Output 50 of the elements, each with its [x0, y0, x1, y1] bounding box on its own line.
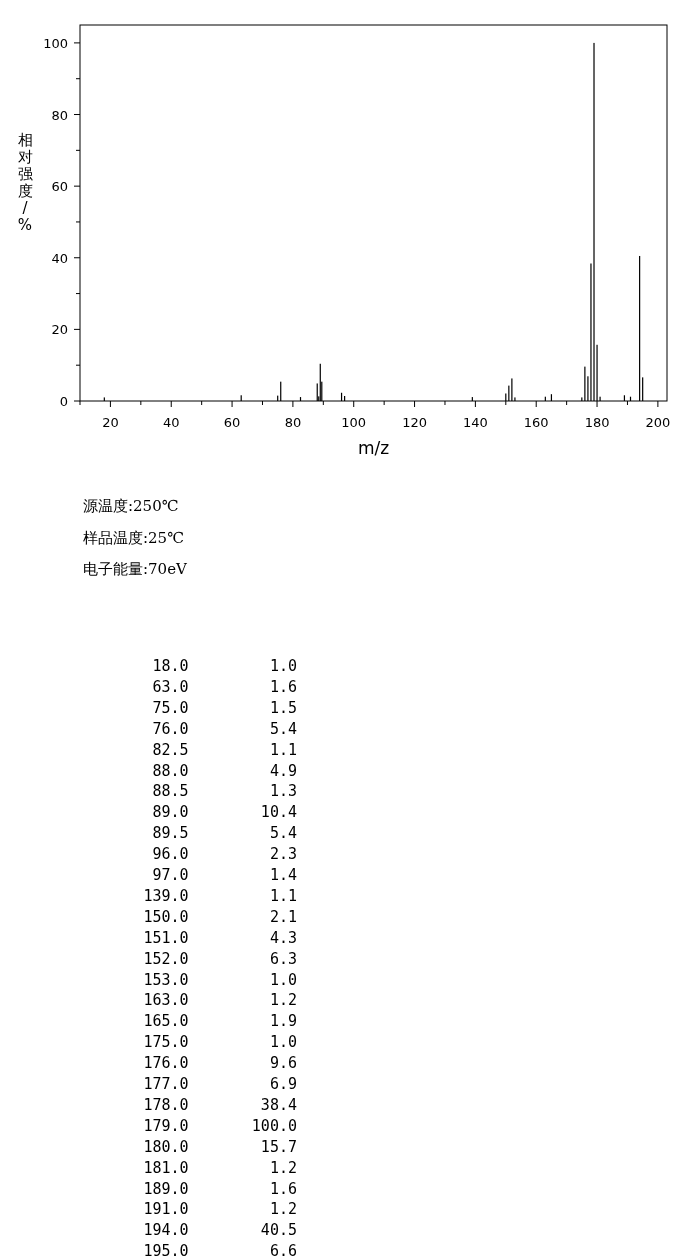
text: 63.0 1.6 — [152, 677, 297, 696]
text: 180.0 15.7 — [143, 1137, 297, 1156]
text: 176.0 9.6 — [143, 1054, 297, 1073]
text: 165.0 1.9 — [143, 1012, 297, 1031]
text: 76.0 5.4 — [152, 719, 297, 738]
y-tick-label: 40 — [51, 250, 68, 266]
text: 151.0 4.3 — [143, 928, 297, 947]
text: 189.0 1.6 — [143, 1179, 297, 1198]
text: 194.0 40.5 — [143, 1221, 297, 1240]
text: 97.0 1.4 — [152, 866, 297, 884]
text: 152.0 6.3 — [143, 949, 297, 968]
text: 175.0 1.0 — [143, 1033, 297, 1052]
y-tick-label: 100 — [43, 35, 68, 51]
x-tick-label: 120 — [402, 415, 427, 430]
x-tick-label: 40 — [162, 415, 180, 430]
text: 96.0 2.3 — [152, 845, 297, 864]
text: 177.0 6.9 — [143, 1075, 297, 1093]
x-tick-label: 140 — [462, 415, 488, 430]
text: 181.0 1.2 — [143, 1158, 297, 1177]
y-tick-label: 0 — [59, 394, 68, 409]
text: 178.0 38.4 — [143, 1095, 297, 1114]
text: 18.0 1.0 — [152, 657, 297, 675]
x-tick-label: 100 — [341, 415, 367, 430]
text: 75.0 1.5 — [152, 698, 297, 717]
text: 88.5 1.3 — [152, 782, 297, 801]
text: 153.0 1.0 — [143, 970, 297, 989]
text: 89.0 10.4 — [152, 803, 297, 822]
x-tick-label: 160 — [523, 415, 549, 430]
text: 150.0 2.1 — [143, 907, 297, 926]
y-tick-label: 80 — [51, 107, 68, 123]
text: 样品温度:25℃ — [83, 528, 184, 547]
y-axis-title: 相对强度/% — [17, 131, 33, 234]
text: 163.0 1.2 — [143, 991, 297, 1010]
text: 电子能量:70eV — [83, 560, 189, 578]
text: 82.5 1.1 — [152, 740, 297, 759]
x-axis-title: m/z — [357, 438, 390, 458]
text: 源温度:250℃ — [83, 497, 179, 515]
text: 139.0 1.1 — [143, 886, 297, 905]
x-tick-label: 200 — [645, 415, 671, 430]
y-tick-label: 60 — [51, 179, 68, 195]
text: 89.5 5.4 — [152, 824, 297, 843]
x-tick-label: 20 — [102, 415, 119, 430]
x-tick-label: 60 — [223, 415, 241, 430]
y-tick-label: 20 — [51, 322, 68, 338]
text: 195.0 6.6 — [143, 1242, 297, 1257]
x-tick-label: 180 — [584, 415, 610, 430]
text: 179.0 100.0 — [143, 1116, 297, 1135]
text: 88.0 4.9 — [152, 761, 297, 780]
text: 191.0 1.2 — [143, 1200, 297, 1219]
x-tick-label: 80 — [284, 415, 302, 430]
